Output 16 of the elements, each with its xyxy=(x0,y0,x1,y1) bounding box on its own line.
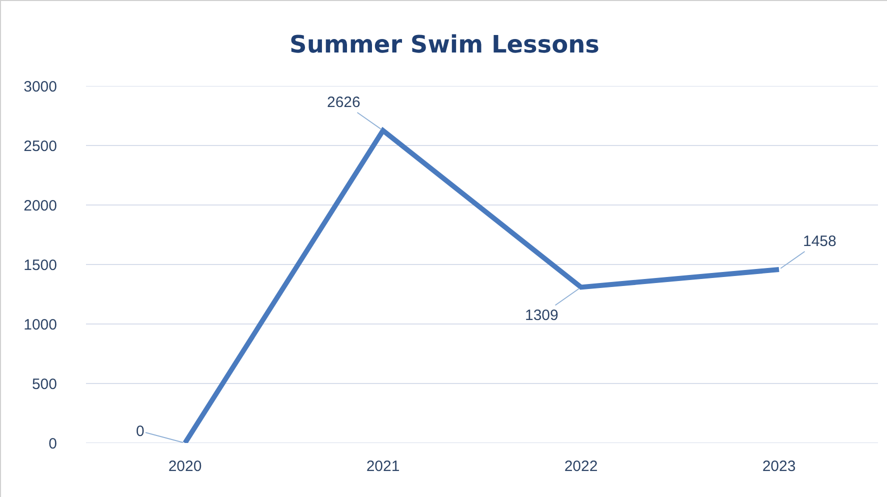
x-tick-label: 2022 xyxy=(564,458,598,475)
y-tick-label: 500 xyxy=(32,376,57,393)
y-tick-label: 0 xyxy=(48,435,57,452)
data-label: 2626 xyxy=(327,94,360,111)
y-tick-label: 1500 xyxy=(24,256,57,274)
x-tick-label: 2023 xyxy=(762,458,796,475)
chart-title: Summer Swim Lessons xyxy=(290,30,600,59)
y-tick-label: 1000 xyxy=(24,316,57,334)
y-tick-label: 2000 xyxy=(24,197,57,214)
data-label: 0 xyxy=(136,423,144,440)
y-tick-label: 3000 xyxy=(24,78,57,96)
x-tick-label: 2021 xyxy=(366,458,400,475)
y-tick-label: 2500 xyxy=(24,138,57,155)
data-label: 1458 xyxy=(803,233,836,250)
data-label: 1309 xyxy=(525,307,558,324)
x-tick-label: 2020 xyxy=(168,458,202,475)
